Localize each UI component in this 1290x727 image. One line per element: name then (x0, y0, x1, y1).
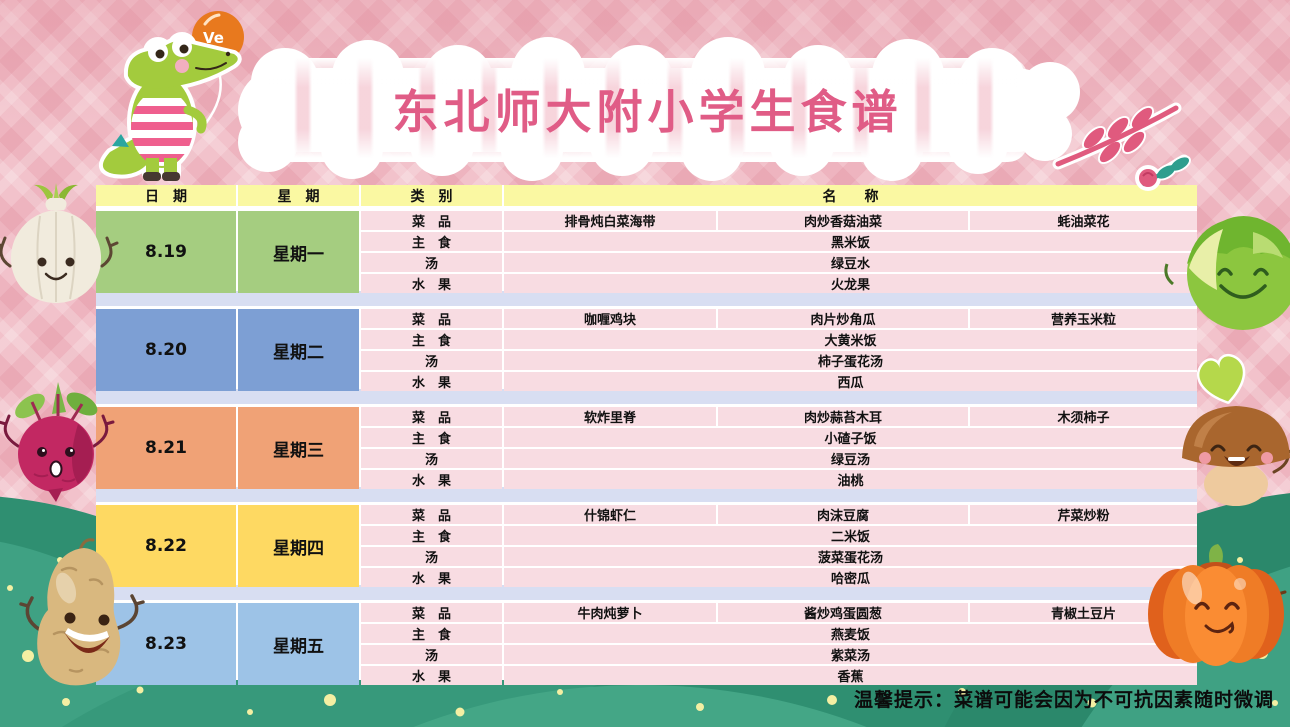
dish-cell: 排骨炖白菜海带 (504, 211, 716, 230)
category-cell: 菜 品 (361, 505, 502, 524)
footer-note: 温馨提示：菜谱可能会因为不可抗因素随时微调 (853, 689, 1274, 711)
staple-cell: 二米饭 (504, 526, 1197, 545)
fruit-cell: 西瓜 (504, 372, 1197, 391)
category-cell: 水 果 (361, 666, 502, 685)
category-cell: 汤 (361, 547, 502, 566)
dish-cell: 牛肉炖萝卜 (504, 603, 716, 622)
category-cell: 汤 (361, 645, 502, 664)
staple-cell: 小碴子饭 (504, 428, 1197, 447)
date-cell: 8.23 (96, 603, 236, 685)
category-cell: 菜 品 (361, 407, 502, 426)
date-cell: 8.19 (96, 211, 236, 293)
header-weekday: 星 期 (238, 185, 359, 206)
menu-table: 日 期 星 期 类 别 名 称 8.19 星期一菜 品主 食汤水 果排骨炖白菜海带… (96, 185, 1197, 685)
category-cell: 水 果 (361, 470, 502, 489)
weekday-cell: 星期二 (238, 309, 359, 391)
category-cell: 主 食 (361, 330, 502, 349)
day-separator (96, 291, 1197, 306)
dish-cell: 蚝油菜花 (970, 211, 1197, 230)
soup-cell: 紫菜汤 (504, 645, 1197, 664)
fruit-cell: 哈密瓜 (504, 568, 1197, 587)
day-row-block: 8.23 星期五菜 品主 食汤水 果 牛肉炖萝卜 酱炒鸡蛋圆葱 青椒土豆片燕麦饭紫菜汤香… (96, 603, 1197, 685)
category-cell: 菜 品 (361, 603, 502, 622)
day-separator (96, 585, 1197, 600)
category-cell: 主 食 (361, 624, 502, 643)
day-separator (96, 487, 1197, 502)
header-date: 日 期 (96, 185, 236, 206)
category-cell: 主 食 (361, 428, 502, 447)
soup-cell: 绿豆汤 (504, 449, 1197, 468)
category-cell: 主 食 (361, 526, 502, 545)
staple-cell: 燕麦饭 (504, 624, 1197, 643)
category-cell: 水 果 (361, 568, 502, 587)
page-title: 东北师大附小学生食谱 (392, 85, 903, 139)
soup-cell: 菠菜蛋花汤 (504, 547, 1197, 566)
fruit-cell: 火龙果 (504, 274, 1197, 293)
fruit-cell: 油桃 (504, 470, 1197, 489)
header-name: 名 称 (504, 185, 1197, 206)
day-row-block: 8.20 星期二菜 品主 食汤水 果 咖喱鸡块 肉片炒角瓜 营养玉米粒大黄米饭柿子蛋花汤… (96, 309, 1197, 391)
dish-cell: 木须柿子 (970, 407, 1197, 426)
date-cell: 8.21 (96, 407, 236, 489)
weekday-cell: 星期三 (238, 407, 359, 489)
date-cell: 8.20 (96, 309, 236, 391)
dish-cell: 芹菜炒粉 (970, 505, 1197, 524)
dish-cell: 什锦虾仁 (504, 505, 716, 524)
category-cell: 汤 (361, 253, 502, 272)
soup-cell: 柿子蛋花汤 (504, 351, 1197, 370)
dish-cell: 青椒土豆片 (970, 603, 1197, 622)
day-row-block: 8.19 星期一菜 品主 食汤水 果 排骨炖白菜海带 肉炒香菇油菜 蚝油菜花黑米饭绿豆水… (96, 211, 1197, 293)
category-cell: 汤 (361, 449, 502, 468)
day-row-block: 8.21 星期三菜 品主 食汤水 果 软炸里脊 肉炒蒜苔木耳 木须柿子小碴子饭绿豆汤油桃 (96, 407, 1197, 489)
weekday-cell: 星期五 (238, 603, 359, 685)
dish-cell: 软炸里脊 (504, 407, 716, 426)
weekday-cell: 星期一 (238, 211, 359, 293)
dish-cell: 肉炒蒜苔木耳 (718, 407, 968, 426)
day-row-block: 8.22 星期四菜 品主 食汤水 果 什锦虾仁 肉沫豆腐 芹菜炒粉二米饭菠菜蛋花汤哈密瓜 (96, 505, 1197, 587)
category-cell: 汤 (361, 351, 502, 370)
staple-cell: 大黄米饭 (504, 330, 1197, 349)
menu-table-days: 8.19 星期一菜 品主 食汤水 果排骨炖白菜海带 肉炒香菇油菜 蚝油菜花 黑米饭 绿豆水… (96, 211, 1197, 685)
dish-cell: 肉片炒角瓜 (718, 309, 968, 328)
date-cell: 8.22 (96, 505, 236, 587)
weekday-cell: 星期四 (238, 505, 359, 587)
category-cell: 水 果 (361, 274, 502, 293)
dish-cell: 营养玉米粒 (970, 309, 1197, 328)
category-cell: 菜 品 (361, 309, 502, 328)
banner-streaks (268, 58, 1028, 162)
header-category: 类 别 (361, 185, 502, 206)
dish-cell: 肉沫豆腐 (718, 505, 968, 524)
dish-cell: 酱炒鸡蛋圆葱 (718, 603, 968, 622)
category-cell: 菜 品 (361, 211, 502, 230)
dish-cell: 肉炒香菇油菜 (718, 211, 968, 230)
category-cell: 水 果 (361, 372, 502, 391)
staple-cell: 黑米饭 (504, 232, 1197, 251)
table-header-row: 日 期 星 期 类 别 名 称 (96, 185, 1197, 206)
soup-cell: 绿豆水 (504, 253, 1197, 272)
day-separator (96, 389, 1197, 404)
fruit-cell: 香蕉 (504, 666, 1197, 685)
dish-cell: 咖喱鸡块 (504, 309, 716, 328)
category-cell: 主 食 (361, 232, 502, 251)
